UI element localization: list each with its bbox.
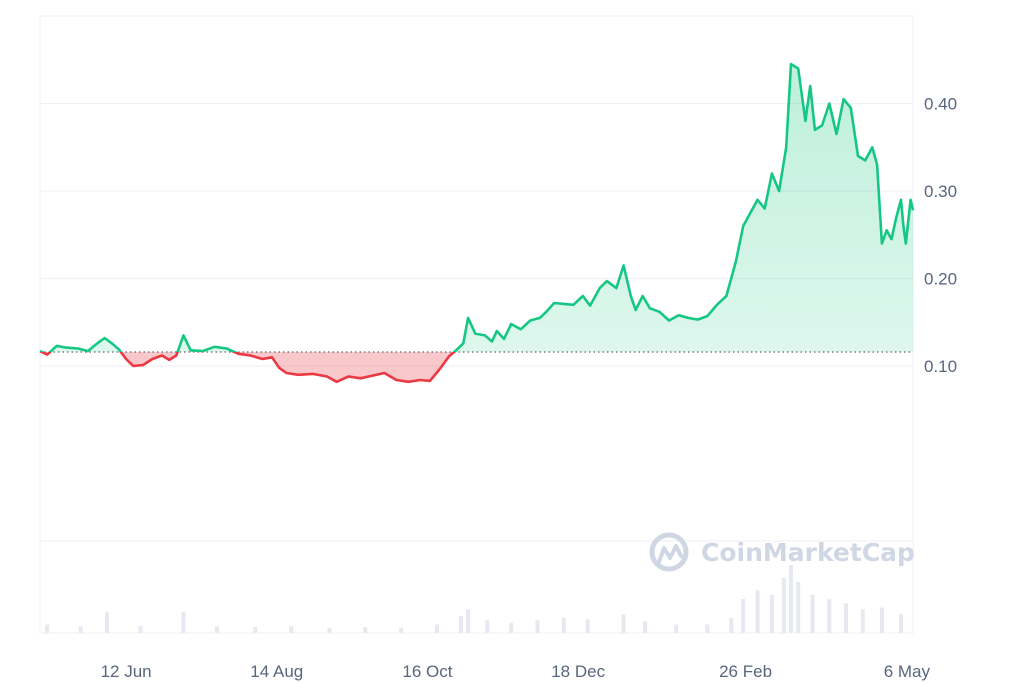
x-tick-label: 12 Jun — [101, 662, 152, 681]
y-tick-label: 0.10 — [924, 357, 957, 376]
volume-bar — [535, 620, 540, 633]
volume-bar — [674, 624, 679, 633]
volume-bar — [253, 627, 258, 633]
y-tick-label: 0.30 — [924, 182, 957, 201]
area-above-baseline — [40, 64, 913, 352]
volume-bar — [755, 590, 760, 633]
volume-bar — [585, 619, 590, 633]
volume-bar — [78, 626, 83, 633]
volume-bar — [561, 617, 566, 633]
volume-bar — [781, 577, 786, 633]
volume-bar — [860, 609, 865, 633]
volume-bar — [810, 594, 815, 633]
volume-bar — [138, 626, 143, 633]
x-tick-label: 6 May — [884, 662, 931, 681]
volume-bars — [45, 565, 904, 633]
y-tick-label: 0.20 — [924, 270, 957, 289]
volume-bar — [181, 611, 186, 633]
volume-bar — [879, 607, 884, 633]
watermark-text: CoinMarketCap — [701, 538, 915, 567]
volume-bar — [399, 627, 404, 633]
volume-bar — [509, 622, 514, 633]
price-areas — [40, 64, 913, 382]
volume-bar — [827, 599, 832, 633]
coinmarketcap-logo-icon — [649, 532, 689, 572]
area-below-baseline — [40, 352, 913, 382]
x-tick-label: 14 Aug — [250, 662, 303, 681]
volume-bar — [643, 621, 648, 633]
volume-bar — [621, 614, 626, 633]
volume-bar — [844, 603, 849, 633]
volume-bar — [705, 624, 710, 633]
volume-bar — [104, 611, 109, 633]
x-axis-ticks: 12 Jun 14 Aug 16 Oct 18 Dec 26 Feb 6 May — [101, 662, 931, 681]
volume-bar — [485, 620, 490, 633]
volume-bar — [458, 616, 463, 633]
volume-bar — [789, 565, 794, 633]
x-tick-label: 16 Oct — [402, 662, 452, 681]
x-tick-label: 18 Dec — [551, 662, 605, 681]
price-line-above-baseline — [39, 62, 915, 352]
volume-bar — [289, 626, 294, 633]
y-tick-label: 0.40 — [924, 95, 957, 114]
volume-bar — [899, 614, 904, 633]
price-lines — [39, 62, 915, 384]
volume-bar — [466, 609, 471, 633]
volume-bar — [796, 582, 801, 633]
volume-bar — [363, 627, 368, 633]
volume-bar — [327, 627, 332, 633]
y-axis-ticks: 0.40 0.30 0.20 0.10 — [924, 95, 957, 377]
volume-bar — [45, 624, 50, 633]
volume-bar — [729, 617, 734, 633]
volume-bar — [741, 599, 746, 633]
volume-bar — [769, 594, 774, 633]
x-tick-label: 26 Feb — [719, 662, 772, 681]
coinmarketcap-watermark: CoinMarketCap — [649, 532, 915, 572]
volume-bar — [435, 624, 440, 633]
volume-bar — [214, 626, 219, 633]
